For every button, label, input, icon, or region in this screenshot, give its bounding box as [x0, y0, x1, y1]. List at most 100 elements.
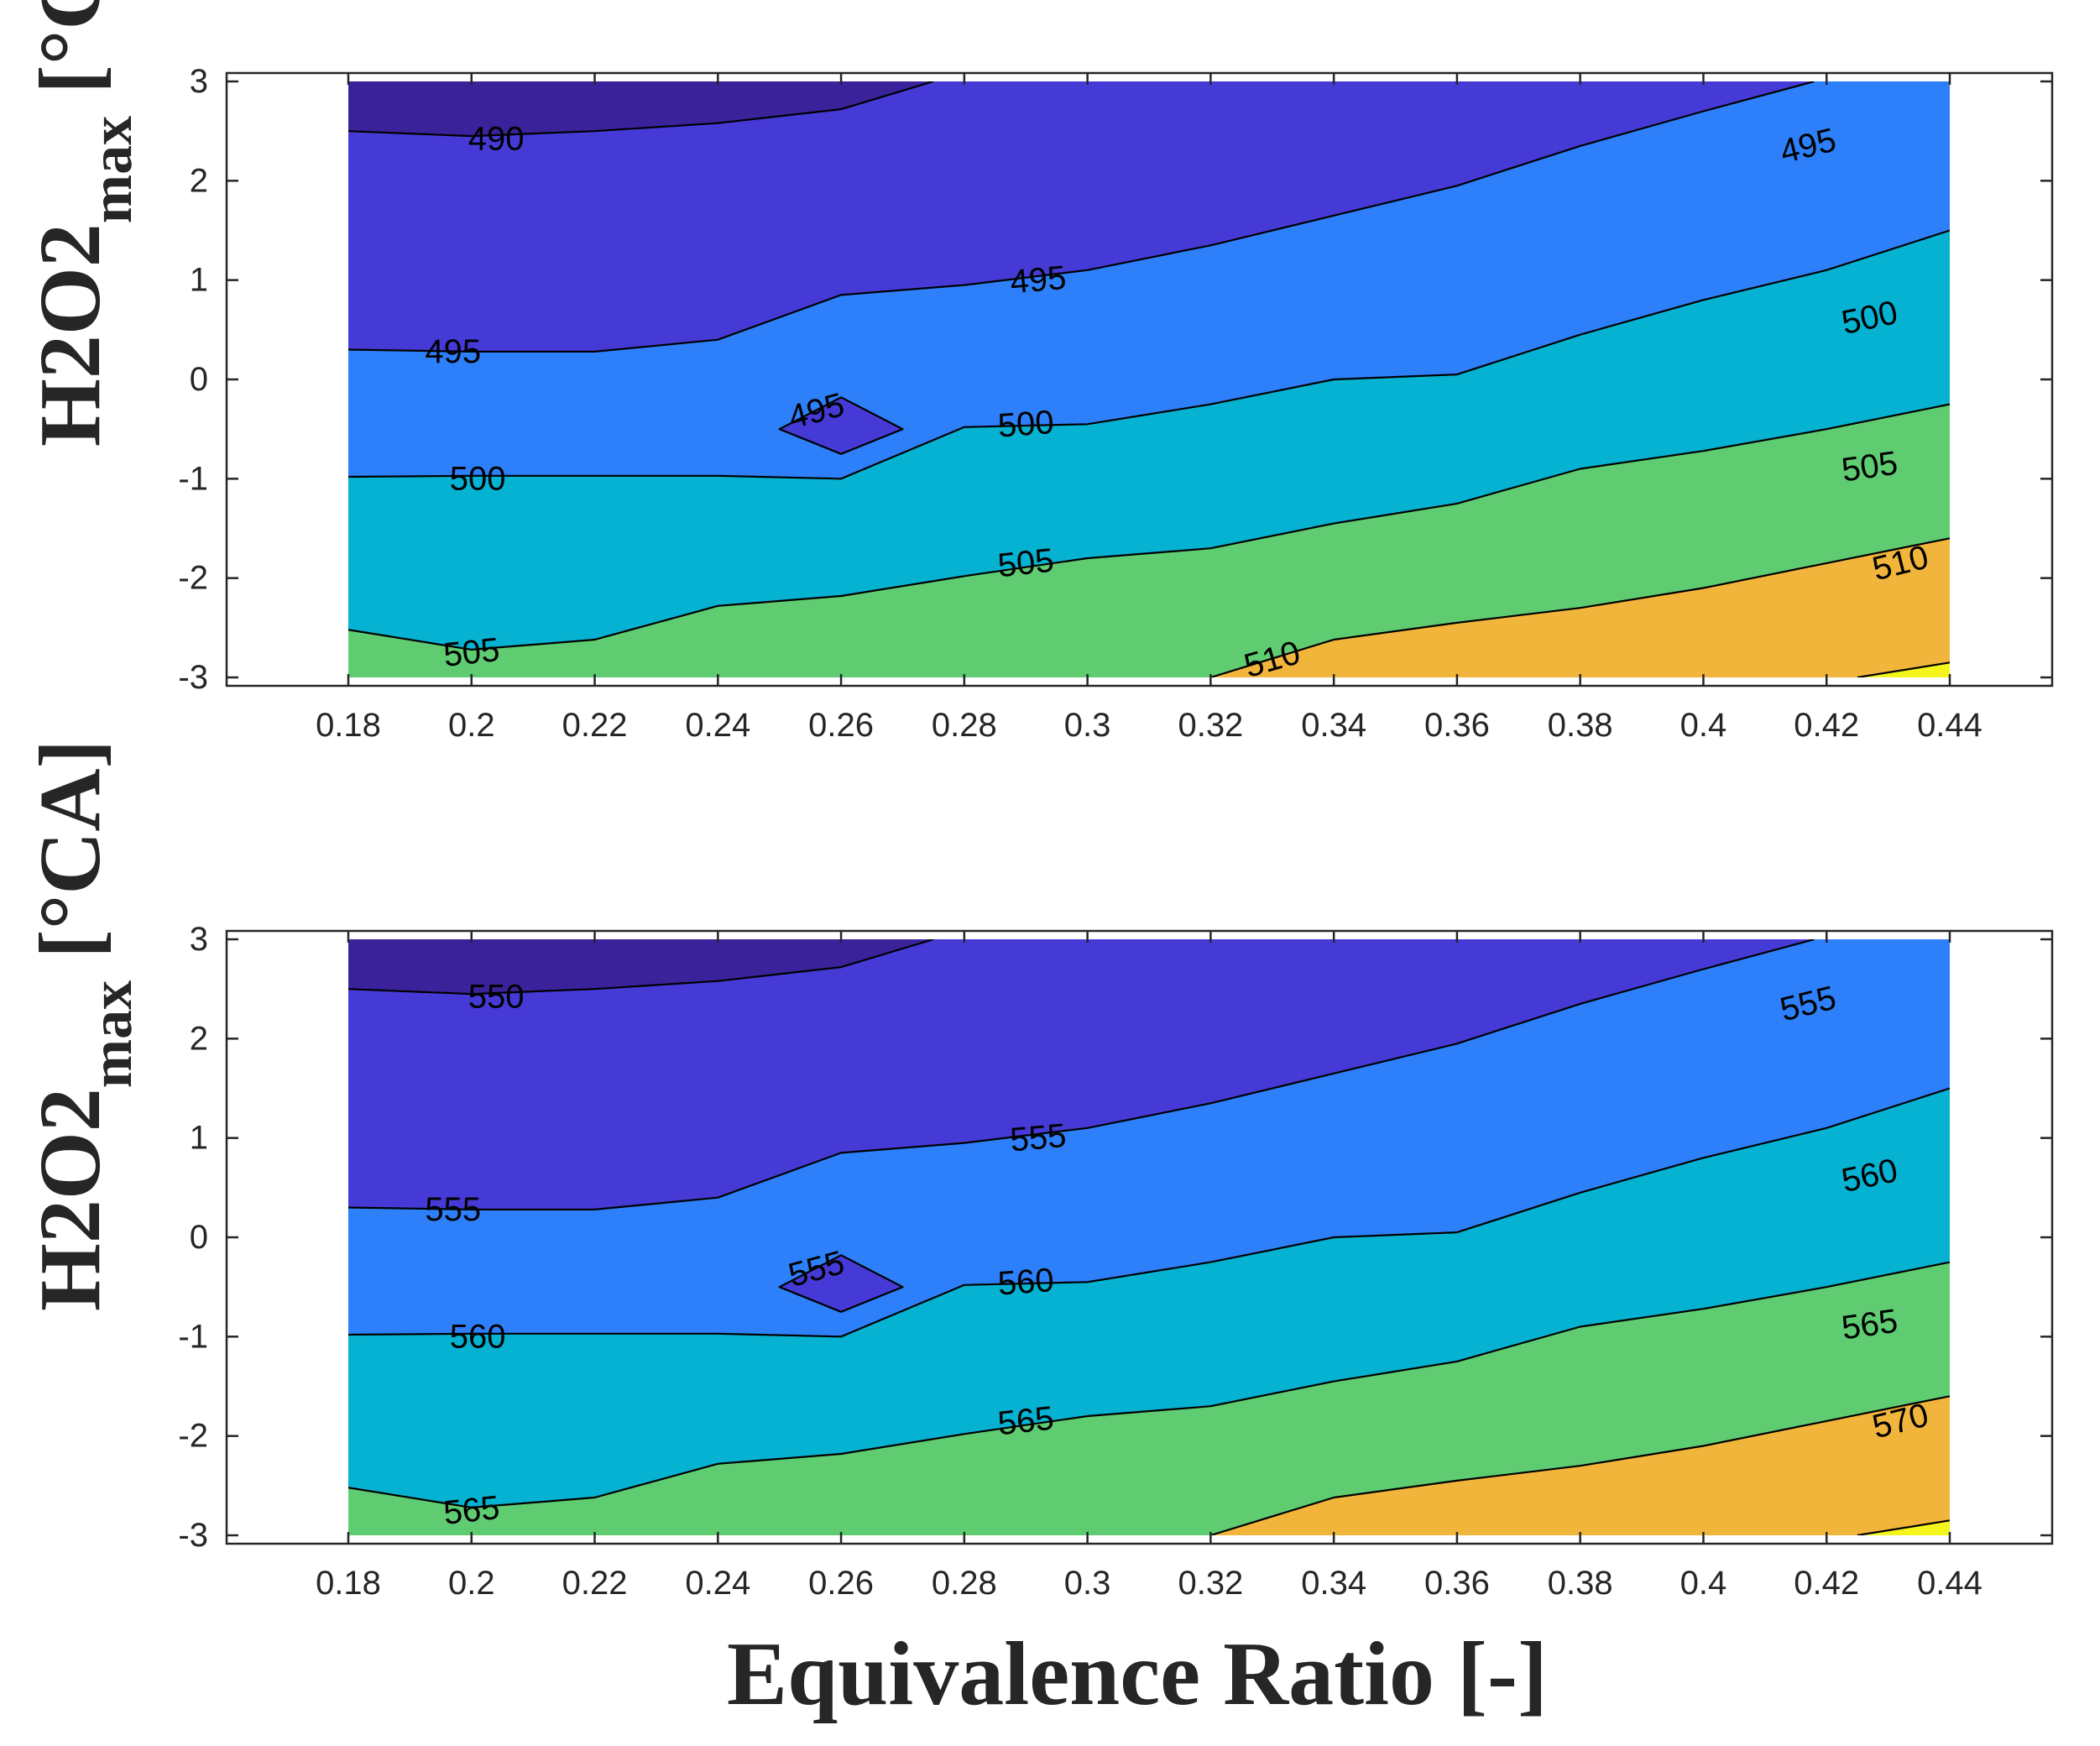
- contour-label: 565: [1839, 1303, 1899, 1347]
- bottom-y-label-unit: [°CA]: [22, 740, 118, 959]
- x-tick-label: 0.44: [1917, 707, 1982, 744]
- top-y-label-main: H2O2: [22, 223, 118, 447]
- contour-line-560: [348, 1087, 1950, 1338]
- contour-fill-band: [348, 1262, 1950, 1535]
- x-tick-label: 0.4: [1680, 707, 1727, 744]
- contour-fills: [348, 939, 1950, 1535]
- y-tick-label: -1: [178, 1318, 208, 1355]
- y-tick-label: 0: [190, 1219, 208, 1256]
- contour-label-text: 565: [996, 1400, 1056, 1443]
- contour-label: 495: [425, 333, 481, 370]
- x-tick-label: 0.38: [1548, 1565, 1613, 1602]
- contour-line-495: [348, 81, 1815, 353]
- contour-fill-island: [779, 1255, 903, 1312]
- x-tick-label: 0.18: [316, 707, 381, 744]
- contour-fill-band: [1210, 538, 1950, 677]
- y-tick-label: -3: [178, 659, 208, 696]
- y-tick-label: 1: [190, 262, 208, 299]
- contour-line-565: [348, 1261, 1950, 1509]
- contour-line-575: [1857, 1519, 1950, 1535]
- contour-label-text: 560: [450, 1318, 506, 1355]
- contour-label-text: 495: [1009, 259, 1068, 301]
- x-tick-label: 0.4: [1680, 1565, 1727, 1602]
- contour-label-text: 500: [450, 460, 506, 497]
- y-tick-label: 3: [190, 63, 208, 100]
- x-tick-label: 0.36: [1424, 1565, 1490, 1602]
- contour-line-570: [1210, 1395, 1950, 1535]
- contour-line-500: [348, 229, 1950, 480]
- x-tick-label: 0.38: [1548, 707, 1613, 744]
- contour-label: 500: [450, 460, 506, 497]
- contour-label-text: 565: [441, 1489, 501, 1532]
- contour-label-text: 505: [441, 631, 501, 674]
- top-y-label-unit: [°CA]: [22, 0, 118, 94]
- x-tick-label: 0.2: [448, 1565, 495, 1602]
- x-tick-label: 0.34: [1301, 1565, 1366, 1602]
- contour-label-text: 555: [425, 1191, 481, 1228]
- contour-line-555: [778, 1254, 904, 1313]
- y-tick-label: -2: [178, 560, 208, 597]
- x-tick-label: 0.44: [1917, 1565, 1982, 1602]
- x-tick-label: 0.26: [808, 1565, 874, 1602]
- contour-label: 565: [996, 1400, 1056, 1443]
- contour-label-text: 500: [996, 404, 1055, 445]
- x-tick-label: 0.3: [1064, 707, 1111, 744]
- contour-line-510: [1210, 537, 1950, 677]
- contour-label-text: 555: [1009, 1117, 1068, 1159]
- bottom-y-label-subscript: max: [80, 980, 144, 1088]
- y-tick-label: 0: [190, 361, 208, 398]
- x-tick-label: 0.42: [1794, 707, 1859, 744]
- contour-lines: [348, 81, 1950, 677]
- contour-label-text: 565: [1839, 1303, 1899, 1347]
- contour-label: 550: [468, 979, 525, 1016]
- y-tick-label: -3: [178, 1517, 208, 1554]
- top-y-label-subscript: max: [80, 116, 144, 223]
- x-tick-label: 0.36: [1424, 707, 1490, 744]
- contour-fills: [348, 81, 1950, 677]
- x-tick-label: 0.24: [685, 1565, 750, 1602]
- contour-label: 565: [441, 1489, 501, 1532]
- x-axis-label: Equivalence Ratio [-]: [727, 1624, 1548, 1724]
- contour-label: 505: [996, 542, 1056, 585]
- contour-line-515: [1857, 661, 1950, 677]
- contour-line-490: [348, 81, 934, 138]
- x-tick-label: 0.32: [1178, 707, 1243, 744]
- y-tick-label: 3: [190, 921, 208, 958]
- contour-label: 560: [996, 1262, 1055, 1303]
- contour-line-505: [348, 403, 1950, 651]
- y-tick-label: 2: [190, 1020, 208, 1057]
- y-tick-label: 1: [190, 1120, 208, 1157]
- x-tick-label: 0.22: [562, 1565, 628, 1602]
- x-tick-label: 0.34: [1301, 707, 1366, 744]
- contour-label-text: 490: [468, 121, 525, 158]
- y-tick-label: 2: [190, 162, 208, 199]
- y-tick-label: -2: [178, 1418, 208, 1455]
- x-tick-label: 0.2: [448, 707, 495, 744]
- contour-fill-island: [779, 397, 903, 454]
- x-tick-label: 0.28: [932, 1565, 997, 1602]
- x-tick-label: 0.42: [1794, 1565, 1859, 1602]
- contour-label: 500: [996, 404, 1055, 445]
- x-tick-label: 0.28: [932, 707, 997, 744]
- contour-label: 495: [1009, 259, 1068, 301]
- x-tick-label: 0.22: [562, 707, 628, 744]
- x-tick-label: 0.24: [685, 707, 750, 744]
- contour-lines: [348, 939, 1950, 1535]
- bottom-y-axis-label: H2O2max [°CA]: [22, 740, 144, 1311]
- x-tick-label: 0.3: [1064, 1565, 1111, 1602]
- contour-label: 505: [1839, 445, 1899, 489]
- x-tick-label: 0.26: [808, 707, 874, 744]
- contour-label-text: 560: [996, 1262, 1055, 1303]
- contour-label-text: 505: [1839, 445, 1899, 489]
- contour-label-text: 505: [996, 542, 1056, 585]
- x-tick-label: 0.32: [1178, 1565, 1243, 1602]
- contour-label: 490: [468, 121, 525, 158]
- contour-fill-band: [1210, 1396, 1950, 1535]
- y-tick-label: -1: [178, 460, 208, 497]
- contour-label-text: 550: [468, 979, 525, 1016]
- contour-line-550: [348, 939, 934, 996]
- contour-label: 555: [425, 1191, 481, 1228]
